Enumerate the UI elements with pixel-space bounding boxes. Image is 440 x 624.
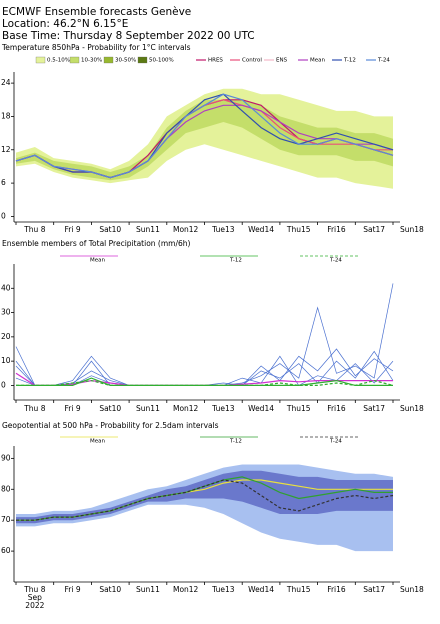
probability-band (16, 88, 393, 189)
legend-swatch (137, 56, 148, 64)
legend-swatch (69, 56, 80, 64)
series-line (15, 93, 394, 179)
series-line (15, 93, 394, 179)
probability-band (16, 99, 393, 181)
x-tick-label: Thu 8 (23, 404, 45, 413)
x-tick-label: Thu 8 (23, 225, 45, 234)
x-tick-label: Tue13 (211, 404, 235, 413)
legend-swatch (35, 56, 46, 64)
x-tick-label: Sun18 (400, 585, 424, 594)
x-tick-label: Thu 8 (23, 585, 45, 594)
x-tick-label: Tue13 (211, 225, 235, 234)
legend-label: Mean (310, 58, 325, 64)
x-tick-label: Sat10 (99, 225, 121, 234)
x-tick-label: Mon12 (173, 585, 199, 594)
series-line (16, 479, 394, 521)
month-label: Sep (28, 593, 42, 602)
legend-label: ENS (276, 58, 288, 64)
x-tick-label: Thu15 (286, 225, 311, 234)
legend-label: Mean (90, 258, 105, 264)
legend-label: 10-30% (81, 58, 102, 64)
x-tick-label: Fri16 (327, 225, 346, 234)
y-tick-label: 80 (1, 484, 11, 493)
y-tick-label: 6 (1, 178, 6, 187)
y-tick-label: 12 (1, 145, 11, 154)
x-tick-label: Mon12 (173, 404, 199, 413)
x-tick-label: Sat10 (99, 585, 121, 594)
legend-label: 50-100% (149, 58, 174, 64)
panel-title: Ensemble members of Total Precipitation … (2, 239, 191, 248)
y-tick-label: 24 (1, 78, 11, 87)
legend-label: Mean (90, 439, 105, 445)
legend-label: HRES (208, 58, 223, 64)
y-tick-label: 60 (1, 546, 11, 555)
member-line (15, 283, 394, 386)
legend-label: T-12 (343, 58, 356, 64)
year-label: 2022 (25, 601, 44, 610)
x-tick-label: Sun18 (400, 225, 424, 234)
y-tick-label: 0 (1, 380, 6, 389)
x-tick-label: Sat17 (363, 225, 385, 234)
y-tick-label: 30 (1, 308, 11, 317)
x-tick-label: Tue13 (211, 585, 235, 594)
legend-label: T-12 (229, 439, 242, 445)
legend-label: 0.5-10% (47, 58, 70, 64)
x-tick-label: Thu15 (286, 404, 311, 413)
legend-label: T-12 (229, 258, 242, 264)
y-tick-label: 18 (1, 111, 11, 120)
panel-title: Geopotential at 500 hPa - Probability fo… (2, 421, 219, 430)
x-tick-label: Sat17 (363, 404, 385, 413)
x-tick-label: Wed14 (248, 225, 274, 234)
x-tick-label: Sat17 (363, 585, 385, 594)
legend-label: T-24 (377, 58, 390, 64)
y-tick-label: 20 (1, 332, 11, 341)
legend-swatch (103, 56, 114, 64)
x-tick-label: Sun18 (400, 404, 424, 413)
x-tick-label: Fri 9 (65, 585, 81, 594)
location: Location: 46.2°N 6.15°E (2, 18, 128, 30)
x-tick-label: Wed14 (248, 404, 274, 413)
y-tick-label: 40 (1, 283, 11, 292)
legend-label: 30-50% (115, 58, 136, 64)
legend-label: T-24 (329, 258, 342, 264)
probability-band (16, 470, 393, 524)
x-tick-label: Fri16 (327, 404, 346, 413)
series-line (16, 379, 394, 387)
series-line (16, 377, 393, 386)
legend-label: Control (242, 58, 262, 64)
panel-title: Temperature 850hPa - Probability for 1°C… (1, 43, 191, 52)
member-line (15, 348, 394, 386)
y-tick-label: 70 (1, 515, 11, 524)
x-tick-label: Thu15 (286, 585, 311, 594)
x-tick-label: Wed14 (248, 585, 274, 594)
x-tick-label: Sun11 (136, 225, 160, 234)
y-tick-label: 90 (1, 453, 11, 462)
x-tick-label: Fri16 (327, 585, 346, 594)
x-tick-label: Fri 9 (65, 225, 81, 234)
x-tick-label: Fri 9 (65, 404, 81, 413)
x-tick-label: Sun11 (136, 404, 160, 413)
page-title: ECMWF Ensemble forecasts Genève (2, 6, 191, 18)
legend-label: T-24 (329, 439, 342, 445)
x-tick-label: Sun11 (136, 585, 160, 594)
x-tick-label: Mon12 (173, 225, 199, 234)
x-tick-label: Sat10 (99, 404, 121, 413)
y-tick-label: 10 (1, 356, 11, 365)
y-tick-label: 0 (1, 211, 6, 220)
base-time: Base Time: Thursday 8 September 2022 00 … (2, 30, 255, 42)
